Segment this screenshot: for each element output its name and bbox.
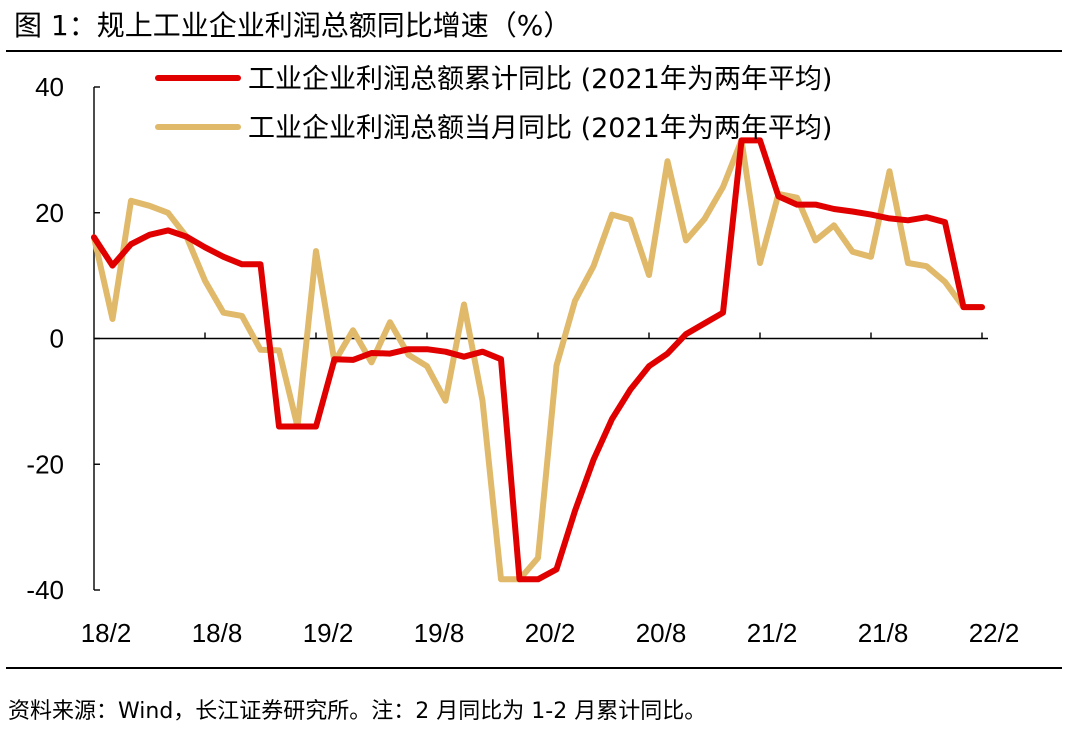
line-chart: -40 -20 0 20 40 18/2 18/8 19/2 19/8 20/2 20/8 21/2…	[26, 64, 1020, 648]
source-note: 资料来源：Wind，长江证券研究所。注：2 月同比为 1-2 月累计同比。	[8, 699, 707, 724]
bottom-rule	[6, 667, 1062, 669]
series-line-monthly	[91, 137, 985, 583]
series-line-cumulative	[91, 137, 985, 583]
y-tick-label: 40	[35, 72, 64, 102]
x-tick-label: 18/8	[192, 618, 243, 648]
y-tick-label: 0	[50, 324, 64, 354]
series-lines	[91, 137, 985, 583]
figure-title: 图 1：规上工业企业利润总额同比增速（%）	[14, 9, 572, 42]
x-tick-label: 21/8	[858, 618, 909, 648]
x-tick-label: 22/2	[969, 618, 1020, 648]
x-tick-label: 19/2	[303, 618, 354, 648]
legend: 工业企业利润总额累计同比 (2021年为两年平均) 工业企业利润总额当月同比 (2…	[155, 64, 832, 144]
legend-monthly-label: 工业企业利润总额当月同比 (2021年为两年平均)	[248, 113, 832, 144]
x-tick-label: 18/2	[81, 618, 132, 648]
x-tick-label: 20/2	[525, 618, 576, 648]
x-tick-label: 21/2	[747, 618, 798, 648]
x-tick-label: 20/8	[636, 618, 687, 648]
y-ticks: -40 -20 0 20 40	[26, 72, 100, 605]
x-ticks: 18/2 18/8 19/2 19/8 20/2 20/8 21/2 21/8 22/2	[81, 332, 1020, 648]
legend-cumulative-label: 工业企业利润总额累计同比 (2021年为两年平均)	[248, 64, 832, 95]
x-tick-label: 19/8	[414, 618, 465, 648]
y-tick-label: 20	[35, 198, 64, 228]
y-tick-label: -40	[26, 575, 64, 605]
y-tick-label: -20	[26, 449, 64, 479]
top-rule	[6, 50, 1062, 52]
